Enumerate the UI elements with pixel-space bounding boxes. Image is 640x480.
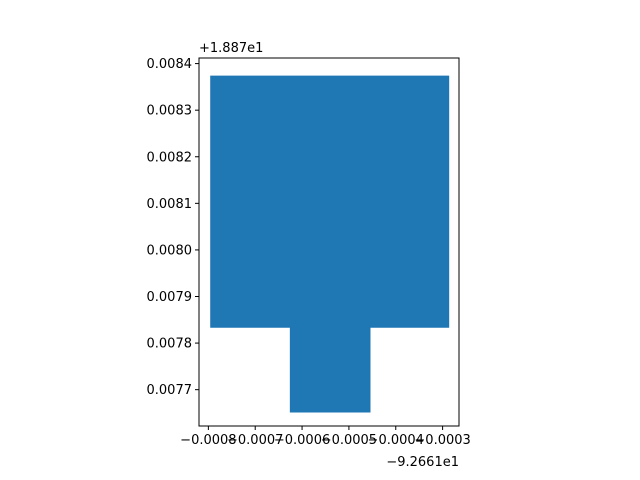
y-tick-label: 0.0077	[147, 383, 193, 398]
polygon-layer	[210, 75, 450, 413]
y-tick-label: 0.0083	[147, 104, 193, 119]
y-tick-label: 0.0080	[147, 243, 193, 258]
axes-frame	[198, 57, 460, 427]
x-tick-label: −0.0007	[227, 433, 283, 448]
x-tick-label: −0.0005	[321, 433, 377, 448]
x-offset-label: −9.2661e1	[386, 455, 459, 470]
y-axis: 0.0077 0.0078 0.0079 0.0080 0.0081 0.0082 0.00…	[147, 57, 199, 398]
y-offset-label: +1.887e1	[199, 41, 263, 56]
x-axis: −0.0008−0.0007−0.0006−0.0005−0.0004−0.00…	[180, 426, 471, 448]
x-tick-label: −0.0004	[368, 433, 424, 448]
parcel-polygon	[210, 75, 450, 413]
y-tick-label: 0.0078	[147, 337, 193, 352]
y-tick-label: 0.0082	[147, 150, 193, 165]
x-tick-label: −0.0006	[274, 433, 330, 448]
y-tick-label: 0.0081	[147, 197, 193, 212]
y-tick-label: 0.0084	[147, 57, 193, 72]
y-tick-label: 0.0079	[147, 290, 193, 305]
x-tick-label: −0.0003	[414, 433, 470, 448]
x-tick-label: −0.0008	[180, 433, 236, 448]
